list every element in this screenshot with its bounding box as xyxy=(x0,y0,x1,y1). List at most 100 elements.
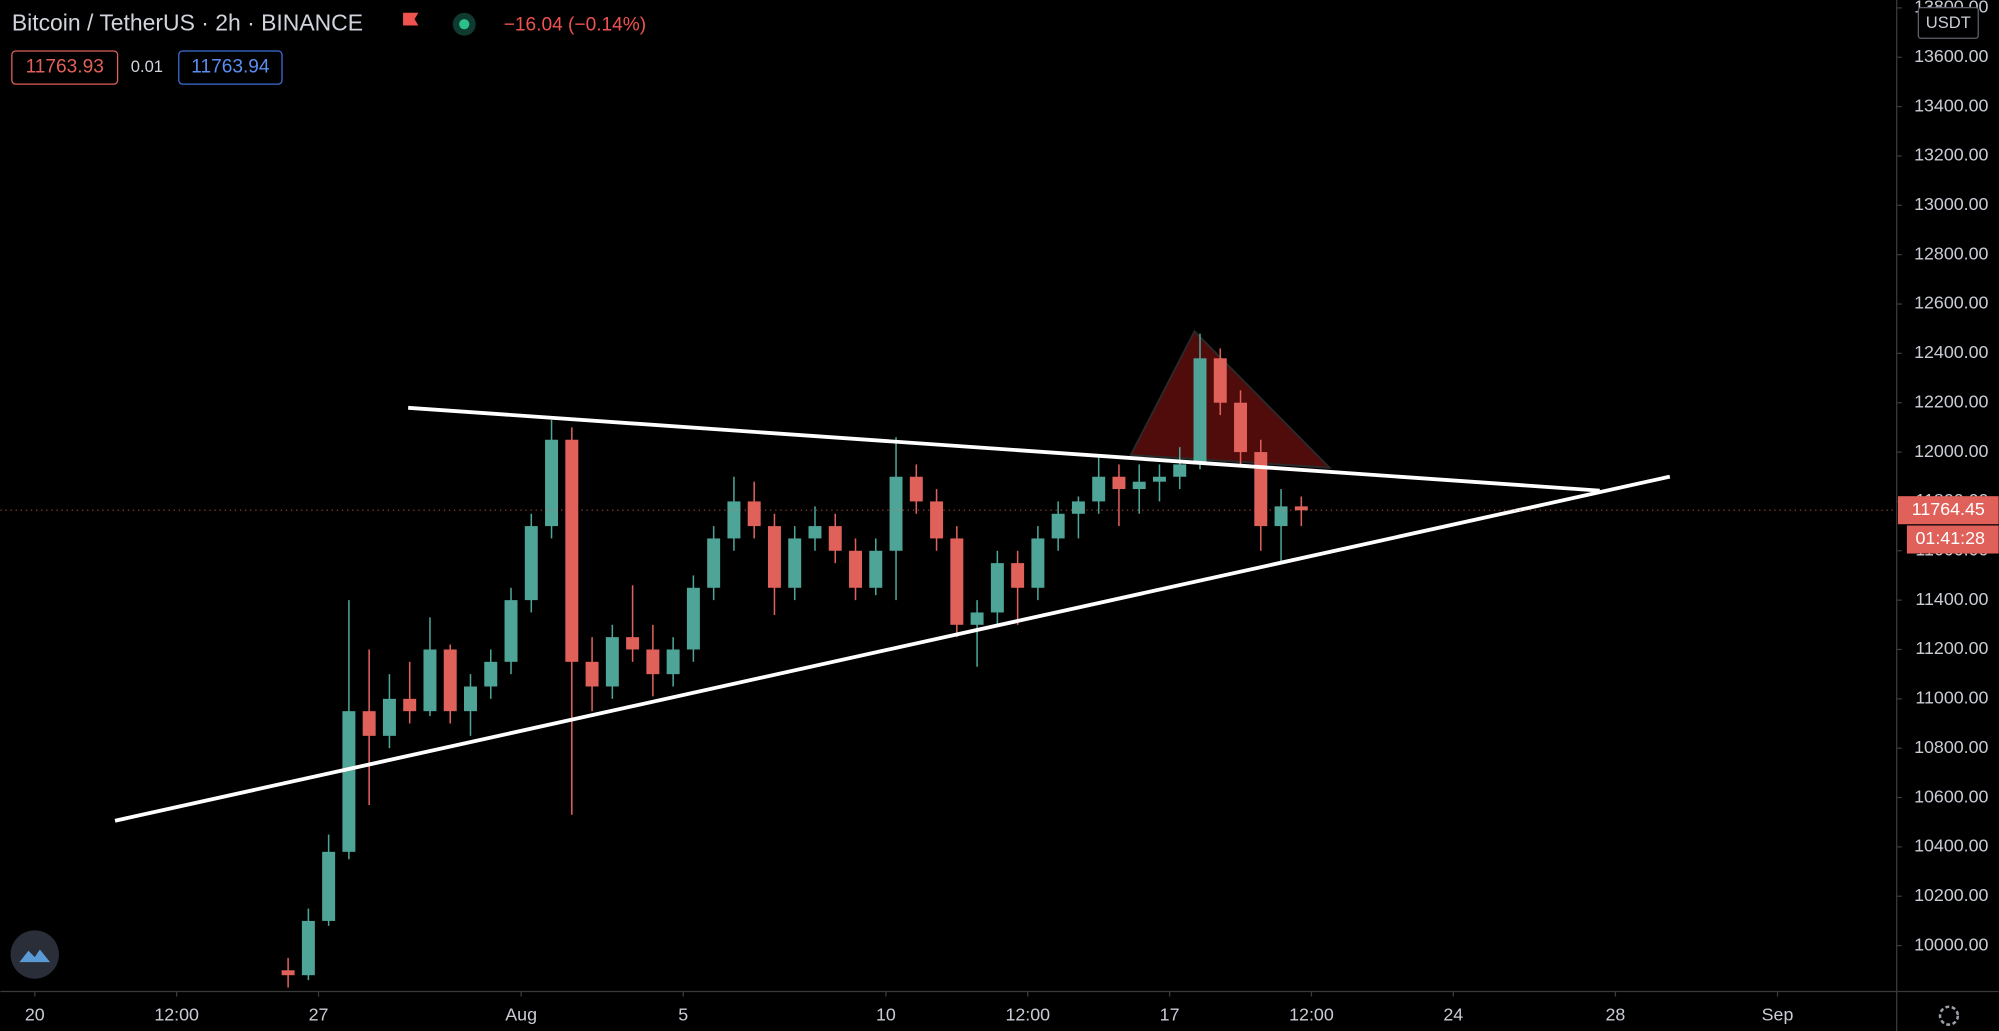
x-tick-label: 5 xyxy=(678,1004,688,1024)
y-tick-label: 11400.00 xyxy=(1915,589,1988,609)
y-tick-label: 10600.00 xyxy=(1914,786,1988,806)
candle-body xyxy=(767,526,781,588)
candle-body xyxy=(1254,452,1268,527)
candle-body xyxy=(322,851,336,921)
x-tick-label: 12:00 xyxy=(1289,1004,1334,1024)
candle-body xyxy=(605,637,619,687)
settings-button[interactable] xyxy=(1938,1005,1960,1026)
candle-body xyxy=(1051,513,1065,539)
candle-body xyxy=(1112,476,1126,490)
y-tick-label: 12600.00 xyxy=(1914,293,1988,313)
logo-button[interactable] xyxy=(10,930,59,979)
y-tick-label: 11200.00 xyxy=(1915,638,1988,658)
candle-body xyxy=(1274,506,1288,527)
y-tick-label: 12400.00 xyxy=(1914,342,1988,362)
candle-body xyxy=(585,661,599,687)
candle-body xyxy=(869,550,883,588)
x-tick-label: 24 xyxy=(1443,1004,1463,1024)
currency-box xyxy=(1917,7,1979,39)
x-tick-label: 12:00 xyxy=(154,1004,199,1024)
candle-body xyxy=(464,686,477,712)
candle-body xyxy=(382,698,396,736)
y-tick-label: 13600.00 xyxy=(1914,46,1988,66)
candle-body xyxy=(1294,506,1308,511)
candle-body xyxy=(301,920,315,976)
y-tick-label: 10000.00 xyxy=(1914,934,1988,954)
candles xyxy=(281,333,1308,988)
x-tick-label: 10 xyxy=(876,1004,896,1024)
symbol-title: Bitcoin / TetherUS · 2h · BINANCE xyxy=(12,9,363,35)
candle-body xyxy=(1234,402,1248,453)
last-price-badge xyxy=(1897,496,1999,525)
candle-body xyxy=(1071,501,1085,514)
countdown-badge xyxy=(1906,525,1999,554)
candle-body xyxy=(1132,481,1146,490)
bid-price: 11763.93 xyxy=(26,57,104,78)
candle-body xyxy=(342,711,356,852)
candle-body xyxy=(1011,563,1025,588)
ask-box[interactable] xyxy=(178,50,283,85)
candle-body xyxy=(707,538,721,588)
candle-body xyxy=(828,526,842,551)
y-tick-label: 10400.00 xyxy=(1914,836,1988,856)
ask-price: 11763.94 xyxy=(191,57,270,78)
candle-body xyxy=(788,538,802,588)
countdown-label: 01:41:28 xyxy=(1916,528,1985,548)
currency-label: USDT xyxy=(1926,13,1971,32)
x-tick-label: 20 xyxy=(25,1004,45,1024)
candle-body xyxy=(1193,358,1207,465)
y-tick-label: 12200.00 xyxy=(1914,391,1988,411)
candle-body xyxy=(545,439,559,527)
candle-body xyxy=(443,649,457,712)
candle-body xyxy=(1173,464,1187,477)
candle-body xyxy=(423,649,437,712)
candle-body xyxy=(504,600,518,662)
y-tick-label: 12800.00 xyxy=(1914,243,1988,263)
candle-body xyxy=(990,563,1004,613)
x-tick-label: Aug xyxy=(505,1004,537,1024)
x-tick-label: 27 xyxy=(309,1004,329,1024)
bid-box[interactable] xyxy=(11,50,119,85)
candle-body xyxy=(889,476,903,551)
candle-body xyxy=(686,587,700,650)
flag-icon[interactable] xyxy=(403,12,419,26)
candle-body xyxy=(646,649,660,675)
candle-body xyxy=(909,476,923,502)
last-price-label: 11764.45 xyxy=(1912,499,1985,519)
candle-body xyxy=(362,711,376,736)
x-tick-label: Sep xyxy=(1762,1004,1794,1024)
logo-icon xyxy=(19,949,51,963)
y-tick-label: 10800.00 xyxy=(1914,737,1988,757)
candle-body xyxy=(808,526,822,539)
price-change: −16.04 (−0.14%) xyxy=(504,15,646,36)
y-tick-label: 11000.00 xyxy=(1915,688,1988,708)
trendline-lower xyxy=(114,474,1671,823)
spread: 0.01 xyxy=(131,57,163,76)
candle-body xyxy=(626,637,640,650)
y-tick-label: 10200.00 xyxy=(1914,885,1988,905)
candle-body xyxy=(484,661,498,687)
candle-body xyxy=(565,439,579,662)
x-tick-label: 28 xyxy=(1605,1004,1625,1024)
candle-body xyxy=(1031,538,1045,588)
candle-body xyxy=(930,501,944,539)
candle-body xyxy=(950,538,964,625)
y-tick-label: 13400.00 xyxy=(1914,95,1988,115)
candle-body xyxy=(1213,358,1227,403)
status-dot xyxy=(459,19,470,30)
candle-body xyxy=(281,970,295,976)
candle-body xyxy=(970,612,984,625)
candle-body xyxy=(747,501,761,527)
candle-body xyxy=(727,501,741,539)
triangle-drawing xyxy=(1129,329,1333,469)
y-tick-label: 13200.00 xyxy=(1914,145,1988,165)
candle-body xyxy=(1092,476,1106,502)
x-tick-label: 17 xyxy=(1160,1004,1180,1024)
y-tick-label: 13000.00 xyxy=(1914,194,1988,214)
candle-body xyxy=(666,649,680,675)
candle-body xyxy=(524,526,538,601)
